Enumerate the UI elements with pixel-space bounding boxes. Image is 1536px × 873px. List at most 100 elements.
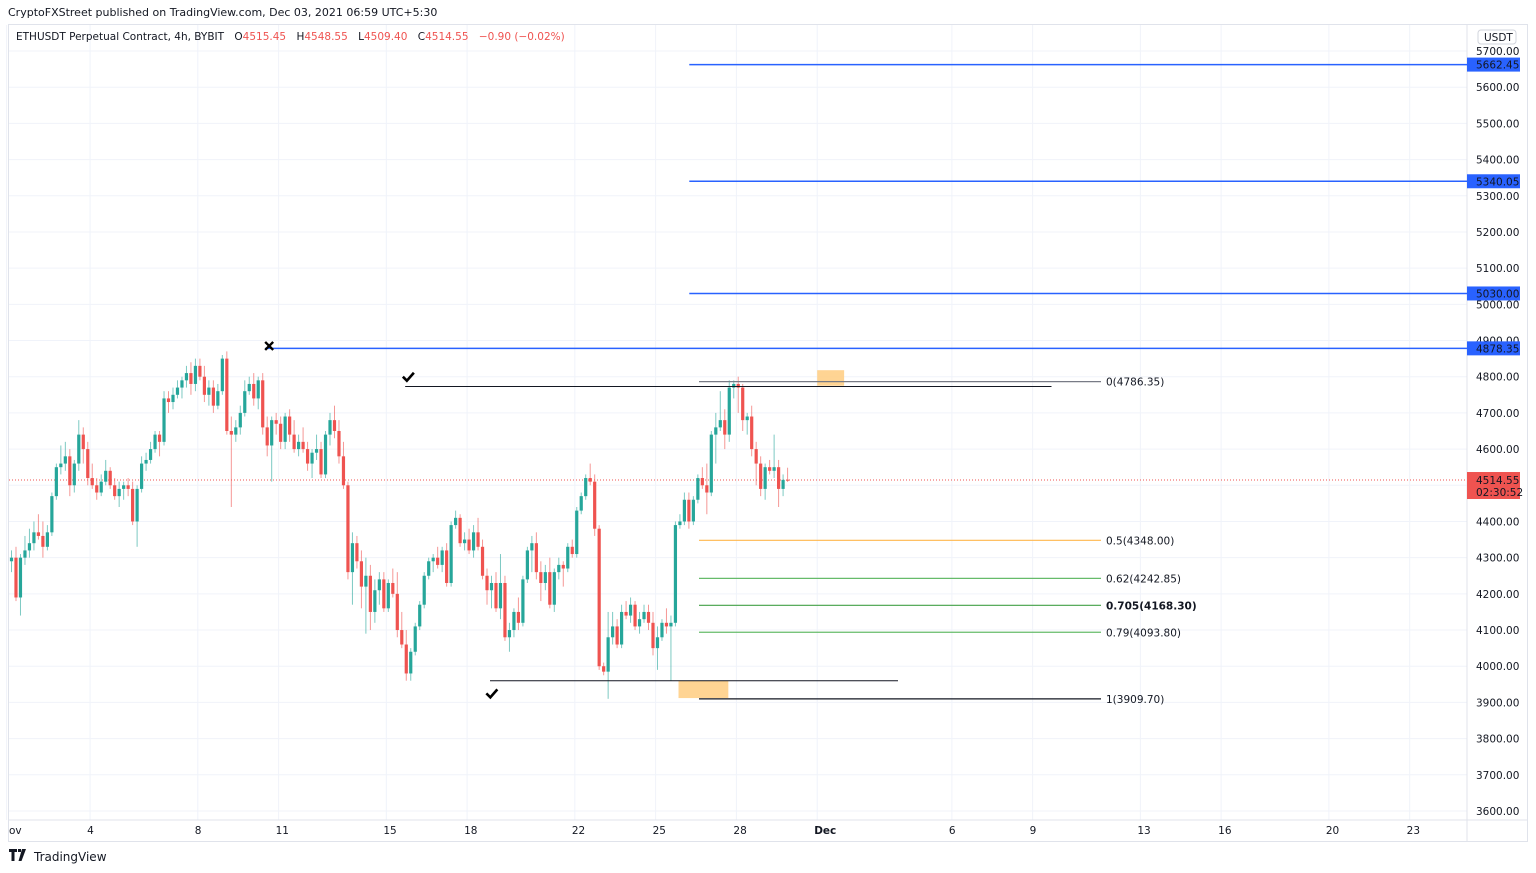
candle-body xyxy=(637,619,642,627)
candle-body xyxy=(503,582,507,638)
candle-body xyxy=(23,550,27,558)
candle-body xyxy=(458,517,462,544)
symbol-legend: ETHUSDT Perpetual Contract, 4h, BYBIT O4… xyxy=(16,31,565,43)
currency-badge[interactable] xyxy=(1477,29,1517,45)
candle-body xyxy=(700,478,704,486)
candle-body xyxy=(525,550,529,580)
candle-body xyxy=(552,572,556,605)
candle-body xyxy=(166,398,171,403)
candle-body xyxy=(350,543,355,573)
candle-body xyxy=(534,543,538,573)
price-tick-label: 5600.00 xyxy=(1476,82,1519,94)
candle-body xyxy=(611,626,615,638)
candle-body xyxy=(279,423,283,442)
candle-body xyxy=(615,626,619,645)
candle-body xyxy=(539,572,543,583)
candle-body xyxy=(409,651,413,674)
candle-body xyxy=(328,420,332,435)
candle-body xyxy=(157,434,162,442)
candle-body xyxy=(530,543,534,551)
candle-body xyxy=(750,416,754,450)
fib-level-label: 0(4786.35) xyxy=(1106,377,1164,389)
candle-body xyxy=(548,572,552,605)
candle-body xyxy=(90,478,94,486)
candle-body xyxy=(189,373,193,384)
candle-body xyxy=(256,380,260,399)
candle-body xyxy=(252,383,256,399)
price-tick-label: 4200.00 xyxy=(1476,589,1519,601)
candle-body xyxy=(691,499,695,522)
candle-body xyxy=(261,380,265,428)
last-price-tag xyxy=(1467,472,1520,500)
candle-body xyxy=(198,365,202,377)
candle-body xyxy=(745,416,749,421)
candle-body xyxy=(63,456,67,464)
candle-body xyxy=(50,496,54,533)
candle-body xyxy=(391,582,395,594)
candle-body xyxy=(476,532,480,547)
footer-brand[interactable]: TradingView xyxy=(9,849,107,864)
candle-body xyxy=(687,499,691,522)
candle-body xyxy=(314,449,319,453)
price-tick-label: 4100.00 xyxy=(1476,625,1519,637)
candle-body xyxy=(570,546,574,555)
fib-level-label: 1(3909.70) xyxy=(1106,694,1164,706)
candle-body xyxy=(400,630,404,645)
candle-body xyxy=(431,557,435,562)
candle-body xyxy=(297,441,301,450)
candle-body xyxy=(131,488,135,522)
candle-body xyxy=(72,463,76,486)
candle-body xyxy=(377,579,381,591)
candle-body xyxy=(584,478,588,497)
candle-body xyxy=(646,611,651,623)
candle-body xyxy=(45,532,49,547)
candle-body xyxy=(628,604,633,616)
candle-body xyxy=(319,449,323,475)
candle-body xyxy=(449,525,453,583)
candle-body xyxy=(274,420,278,424)
time-tick-label: 25 xyxy=(653,825,666,837)
candle-body xyxy=(593,481,597,529)
time-tick-label: 15 xyxy=(383,825,396,837)
candle-body xyxy=(678,521,682,526)
candle-body xyxy=(633,604,637,627)
candle-body xyxy=(41,535,45,547)
price-tick-label: 5500.00 xyxy=(1476,118,1519,130)
candle-body xyxy=(741,387,745,421)
chart-frame xyxy=(8,24,1528,842)
candle-body xyxy=(418,604,422,627)
fib-level-label: 0.5(4348.00) xyxy=(1106,535,1174,547)
candle-body xyxy=(202,376,206,395)
candle-body xyxy=(651,622,655,649)
candle-body xyxy=(732,383,736,388)
time-tick-label: 22 xyxy=(572,825,585,837)
candle-body xyxy=(359,561,364,587)
candle-body xyxy=(99,481,103,493)
candle-body xyxy=(108,470,112,486)
candle-body xyxy=(162,398,166,442)
time-tick-label: Dec xyxy=(814,825,836,837)
candle-body xyxy=(247,383,251,392)
candle-body xyxy=(602,666,606,672)
candle-body xyxy=(543,572,547,583)
candle-body xyxy=(664,622,669,627)
candle-body xyxy=(144,459,148,464)
candle-body xyxy=(139,463,144,489)
time-tick-label: 16 xyxy=(1218,825,1232,837)
time-tick-label: 28 xyxy=(733,825,746,837)
candle-body xyxy=(292,434,296,450)
candle-body xyxy=(18,557,23,598)
candle-body xyxy=(763,467,767,489)
candle-body xyxy=(386,582,390,609)
candle-body xyxy=(368,575,372,612)
candle-body xyxy=(673,525,678,623)
candle-body xyxy=(234,427,238,435)
candle-body xyxy=(364,575,368,587)
low-value: 4509.40 xyxy=(363,31,408,43)
price-tick-label: 3800.00 xyxy=(1476,734,1519,746)
candle-body xyxy=(566,546,570,569)
candle-body xyxy=(36,532,41,536)
candle-body xyxy=(148,449,153,460)
level-price-tag-label: 4878.35 xyxy=(1476,343,1519,355)
